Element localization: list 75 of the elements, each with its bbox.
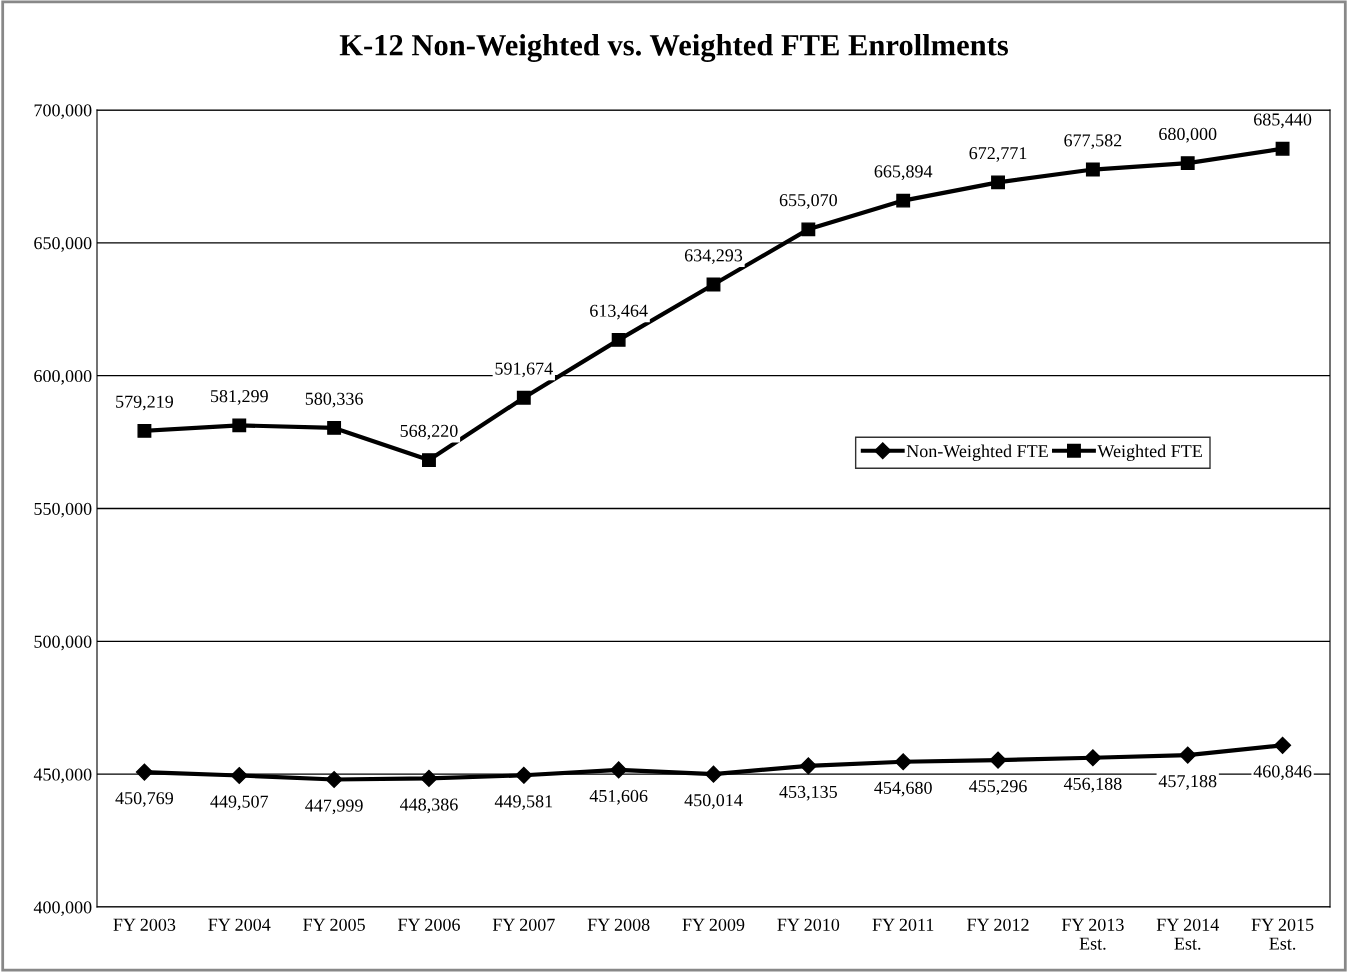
point xyxy=(801,222,816,237)
x-tick-label: FY 2014 Est. xyxy=(1156,918,1219,950)
point xyxy=(420,769,438,788)
x-tick-label: FY 2012 xyxy=(967,918,1029,931)
y-tick-label: 400,000 xyxy=(33,901,92,917)
data-label: 680,000 xyxy=(1159,127,1217,143)
point xyxy=(991,175,1005,190)
data-label: 454,680 xyxy=(874,781,932,797)
y-tick-label: 600,000 xyxy=(34,369,92,385)
data-label: 685,440 xyxy=(1254,113,1312,129)
point xyxy=(232,418,247,433)
y-tick-label: 550,000 xyxy=(34,502,92,518)
x-tick-label: FY 2009 xyxy=(682,918,745,931)
data-label: 672,771 xyxy=(969,147,1027,162)
point xyxy=(799,757,817,775)
point xyxy=(1180,156,1195,171)
data-label: 613,464 xyxy=(590,304,648,320)
point xyxy=(422,453,436,468)
point xyxy=(989,751,1007,769)
data-label: 456,188 xyxy=(1063,777,1122,793)
point xyxy=(706,277,721,292)
point xyxy=(135,763,153,781)
data-label: 460,846 xyxy=(1253,765,1312,781)
point xyxy=(516,390,531,405)
x-tick-label: FY 2008 xyxy=(587,918,650,931)
data-label: 457,188 xyxy=(1158,775,1217,790)
point xyxy=(1179,746,1197,764)
x-tick-label: FY 2007 xyxy=(492,918,555,931)
point xyxy=(610,761,628,779)
point xyxy=(230,766,248,785)
data-label: 450,769 xyxy=(115,792,174,807)
data-label: 634,293 xyxy=(684,249,743,265)
point xyxy=(137,423,152,438)
data-label: 665,894 xyxy=(874,165,933,181)
y-tick-label: 500,000 xyxy=(34,635,92,651)
data-label: 655,070 xyxy=(779,194,837,209)
point xyxy=(1085,162,1100,177)
x-tick-label: FY 2010 xyxy=(777,918,840,931)
y-tick-label: 650,000 xyxy=(34,237,92,252)
data-label: 449,581 xyxy=(494,795,553,811)
data-label: 448,386 xyxy=(399,798,458,814)
point xyxy=(515,766,533,784)
data-label: 581,299 xyxy=(210,390,268,405)
point xyxy=(1275,141,1290,156)
point xyxy=(704,765,723,783)
legend-label: Weighted FTE xyxy=(1097,444,1202,461)
data-label: 450,014 xyxy=(684,794,743,809)
chart-title: K-12 Non-Weighted vs. Weighted FTE Enrollments xyxy=(339,34,1008,62)
data-label: 677,582 xyxy=(1064,134,1122,150)
point xyxy=(894,753,912,771)
x-tick-label: FY 2005 xyxy=(303,918,365,931)
data-label: 591,674 xyxy=(495,362,553,378)
x-tick-label: FY 2015 Est. xyxy=(1251,918,1314,950)
point xyxy=(1274,736,1292,754)
y-tick-label: 700,000 xyxy=(34,104,92,120)
data-label: 451,606 xyxy=(589,789,648,805)
point xyxy=(896,193,911,208)
data-label: 580,336 xyxy=(305,392,363,408)
point xyxy=(327,420,342,435)
x-tick-label: FY 2013 Est. xyxy=(1061,918,1124,950)
x-tick-label: FY 2006 xyxy=(397,918,460,931)
data-label: 453,135 xyxy=(779,785,837,801)
point xyxy=(1084,749,1102,767)
data-label: 447,999 xyxy=(305,799,363,815)
point xyxy=(611,332,626,347)
point xyxy=(325,770,343,789)
x-tick-label: FY 2003 xyxy=(113,918,176,931)
data-label: 449,507 xyxy=(210,795,269,811)
data-label: 579,219 xyxy=(116,395,174,411)
x-tick-label: FY 2004 xyxy=(208,918,271,931)
legend-label: Non-Weighted FTE xyxy=(906,444,1048,461)
data-label: 455,296 xyxy=(969,780,1027,795)
x-tick-label: FY 2011 xyxy=(872,918,934,931)
y-tick-label: 450,000 xyxy=(33,768,92,784)
data-label: 568,220 xyxy=(400,424,458,440)
